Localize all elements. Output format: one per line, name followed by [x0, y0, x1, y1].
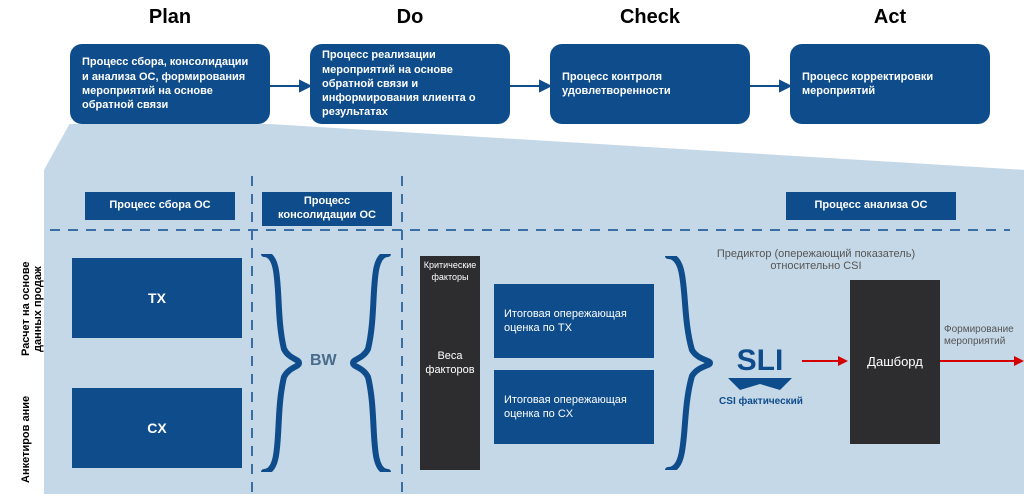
phase-header-do: Do: [310, 6, 510, 29]
sli-label: SLI: [720, 344, 800, 378]
source-box-tx: TX: [72, 258, 242, 338]
csi-label: CSI фактический: [716, 396, 806, 407]
result-box-tx: Итоговая опережающая оценка по TX: [494, 284, 654, 358]
brace-sources: [254, 254, 304, 472]
sub-box-collect: Процесс сбора ОС: [85, 192, 235, 220]
side-label-sales: Расчет на основе данных продаж: [20, 244, 48, 374]
sub-box-analyze: Процесс анализа ОС: [786, 192, 956, 220]
phase-box-act: Процесс корректировки мероприятий: [790, 44, 990, 124]
side-label-survey: Анкетиров ание: [20, 394, 48, 484]
source-box-cx: CX: [72, 388, 242, 468]
predictor-label: Предиктор (опережающий показатель) относ…: [716, 248, 916, 272]
phase-header-act: Act: [790, 6, 990, 29]
factor-weights-label: Веса факторов: [420, 349, 480, 378]
result-box-cx: Итоговая опережающая оценка по CX: [494, 370, 654, 444]
dashed-sep-v2: [400, 176, 404, 496]
critical-factors-label: Критические факторы: [420, 260, 480, 283]
factors-box: Критические факторы Веса факторов: [420, 256, 480, 470]
arrow-plan-do: [270, 76, 310, 96]
arrow-check-act: [750, 76, 790, 96]
sub-box-consolidate: Процесс консолидации ОС: [262, 192, 392, 226]
brace-results: [660, 256, 716, 470]
dashed-separator-h: [50, 228, 1010, 232]
phase-header-plan: Plan: [70, 6, 270, 29]
phase-box-check: Процесс контроля удовлетворенности: [550, 44, 750, 124]
phase-header-check: Check: [550, 6, 750, 29]
arrow-sli-dashboard: [802, 354, 848, 368]
brace-bw-out: [348, 254, 398, 472]
phase-box-plan: Процесс сбора, консолидации и анализа ОС…: [70, 44, 270, 124]
phase-box-do: Процесс реализации мероприятий на основе…: [310, 44, 510, 124]
output-label: Формирование мероприятий: [944, 324, 1024, 348]
bw-label: BW: [310, 352, 337, 370]
arrow-do-check: [510, 76, 550, 96]
arrow-dashboard-out: [940, 354, 1024, 368]
dashboard-box: Дашборд: [850, 280, 940, 444]
sli-underline: [728, 378, 792, 394]
